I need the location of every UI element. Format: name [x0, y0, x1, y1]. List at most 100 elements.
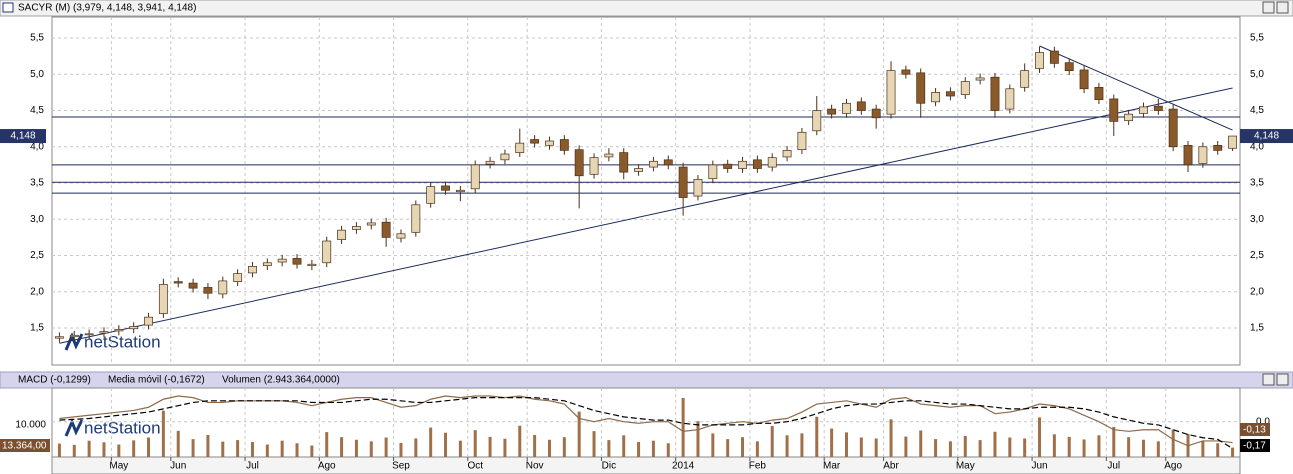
signal-line: [59, 397, 1233, 450]
candle-body: [827, 108, 837, 115]
volume-bar: [325, 432, 329, 457]
volume-bar: [696, 421, 700, 457]
y-tick-label-right: 2,5: [1250, 250, 1264, 261]
candle-body: [812, 110, 822, 132]
candle-body: [441, 185, 450, 191]
y-tick-label-right: 3,5: [1250, 178, 1264, 189]
candle-body: [99, 331, 109, 334]
y-tick-label: 3,5: [30, 178, 44, 189]
candle-body: [1198, 146, 1208, 164]
candle-body: [530, 139, 540, 144]
volume-bar: [1038, 417, 1042, 457]
candle-body: [1124, 113, 1134, 122]
x-tick-label: Dic: [602, 461, 616, 472]
x-tick-label: Oct: [467, 461, 483, 472]
restore-button[interactable]: [1262, 1, 1275, 14]
candle-body: [1049, 50, 1059, 64]
volume-bar: [310, 445, 314, 457]
value-box: [0, 439, 50, 452]
x-tick-label: May: [109, 461, 128, 472]
watermark-logo: netStation: [64, 418, 161, 437]
volume-bar: [161, 410, 165, 457]
candle-body: [470, 164, 480, 190]
watermark: netStation: [84, 332, 161, 351]
candle-body: [559, 139, 569, 151]
volume-bar: [444, 432, 448, 457]
candle-body: [1139, 106, 1148, 114]
candle-body: [411, 204, 421, 233]
volume-bar: [503, 438, 507, 457]
candle-body: [262, 262, 272, 267]
y-tick-label: 1,5: [30, 323, 44, 334]
x-tick-label: Jul: [246, 461, 259, 472]
candle-body: [1005, 88, 1015, 110]
volume-bar: [518, 425, 522, 457]
candle-body: [307, 263, 317, 267]
window-icon: [2, 2, 14, 13]
x-tick-label: Jun: [170, 461, 186, 472]
candle-body: [500, 153, 510, 161]
volume-bar: [755, 441, 759, 457]
candle-body: [678, 166, 688, 198]
candle-body: [292, 258, 302, 265]
volume-bar: [592, 431, 596, 457]
candle-body: [589, 157, 599, 175]
legend-macd: MACD (-0,1299): [18, 375, 91, 386]
volume-bar: [963, 435, 967, 457]
candle-body: [351, 226, 361, 230]
last-price-box: [1240, 129, 1293, 144]
candle-body: [960, 81, 970, 95]
volume-bar: [1201, 440, 1205, 457]
legend-signal: Media móvil (-0,1672): [108, 375, 205, 386]
candle-body: [1035, 52, 1044, 69]
volume-bar: [1127, 437, 1131, 457]
volume-bar: [1097, 435, 1101, 457]
volume-bar: [1216, 443, 1220, 457]
candle-body: [752, 159, 762, 169]
volume-bar: [458, 440, 462, 457]
candle-body: [738, 160, 747, 169]
candle-body: [842, 102, 851, 114]
candle-body: [574, 149, 584, 177]
x-tick-label: Ago: [1164, 461, 1182, 472]
volume-bar: [533, 434, 537, 457]
chart-title: SACYR (M) (3,979, 4,148, 3,941, 4,148): [18, 3, 196, 14]
candle-body: [931, 92, 941, 103]
legend-volume: Volumen (2.943.364,0000): [222, 375, 340, 386]
volume-bar: [488, 436, 492, 457]
candle-body: [1064, 62, 1074, 71]
volume-bar: [132, 440, 136, 457]
candle-body: [396, 233, 406, 239]
candle-body: [1213, 144, 1223, 151]
price-plot-frame: [51, 16, 1241, 366]
volume-bar: [666, 443, 670, 457]
close-button[interactable]: [1276, 373, 1289, 386]
value-box: [1240, 423, 1270, 436]
volume-bar: [414, 438, 418, 457]
candle-body: [708, 164, 718, 180]
signal-value-label: -0,17: [1243, 441, 1266, 452]
x-axis-strip: [51, 456, 1241, 474]
y-tick-label-right: 4,5: [1250, 105, 1264, 116]
volume-bar: [1008, 437, 1012, 457]
volume-bar: [1023, 438, 1027, 457]
volume-bar: [1112, 426, 1116, 457]
x-tick-label: May: [956, 461, 975, 472]
volume-bar: [726, 439, 730, 457]
volume-bar: [117, 444, 121, 457]
candle-body: [203, 287, 213, 294]
y-tick-label-right: 3,0: [1250, 214, 1264, 225]
volume-bar: [770, 426, 774, 457]
volume-bar: [1231, 447, 1235, 457]
volume-bar: [473, 430, 477, 457]
candle-body: [277, 258, 287, 263]
volume-bar: [221, 441, 225, 457]
close-button[interactable]: [1276, 1, 1289, 14]
candle-body: [990, 76, 1000, 111]
volume-bar: [815, 416, 819, 457]
volume-bar: [429, 427, 433, 457]
title-bar: [0, 0, 1293, 17]
restore-button[interactable]: [1262, 373, 1275, 386]
volume-bar: [904, 436, 908, 457]
